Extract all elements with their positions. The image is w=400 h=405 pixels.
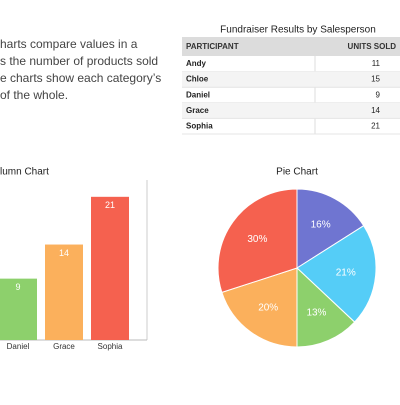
x-tick-label: Sophia (98, 342, 123, 351)
table-cell: Grace (186, 106, 209, 115)
bar-value-label: 9 (15, 282, 20, 292)
bar-value-label: 14 (59, 248, 69, 258)
chart-title: lumn Chart (0, 167, 49, 178)
table-header-bg (182, 37, 400, 56)
table-cell: 15 (371, 75, 380, 84)
slice-label: 13% (306, 308, 326, 319)
bar (45, 244, 83, 340)
table-row-bg (182, 71, 400, 88)
table-row-bg (182, 102, 400, 119)
x-tick-label: Daniel (7, 342, 30, 351)
text-line: harts compare values in a (0, 37, 138, 51)
table-cell: 21 (371, 122, 380, 131)
table-cell: Andy (186, 59, 207, 68)
text-line: s the number of products sold (0, 54, 158, 68)
table-cell: 9 (376, 90, 381, 99)
text-line: e charts show each category’s (0, 71, 161, 85)
slice-label: 21% (336, 267, 356, 278)
pie-slice (221, 267, 298, 348)
chart-title: Pie Chart (276, 167, 318, 178)
bar (0, 278, 37, 340)
pie-slice (217, 188, 298, 294)
pie-slice (296, 188, 365, 269)
intro-text: harts compare values in a s the number o… (0, 37, 161, 102)
table-header: PARTICIPANT (186, 42, 239, 51)
table-cell: Daniel (186, 90, 210, 99)
table-cell: Chloe (186, 75, 209, 84)
bar-value-label: 21 (105, 200, 115, 210)
bar (91, 196, 129, 340)
slice-label: 30% (247, 234, 267, 245)
text-line: of the whole. (0, 88, 68, 102)
table-cell: 11 (372, 59, 381, 68)
x-tick-label: Grace (53, 342, 75, 351)
table-header: UNITS SOLD (348, 42, 397, 51)
pie-slice (296, 224, 377, 323)
slice-label: 16% (311, 220, 331, 231)
slice-label: 20% (258, 302, 278, 313)
pie-slice (296, 266, 356, 348)
table-cell: Sophia (186, 122, 213, 131)
table-cell: 14 (371, 106, 380, 115)
table-title: Fundraiser Results by Salesperson (220, 25, 376, 36)
